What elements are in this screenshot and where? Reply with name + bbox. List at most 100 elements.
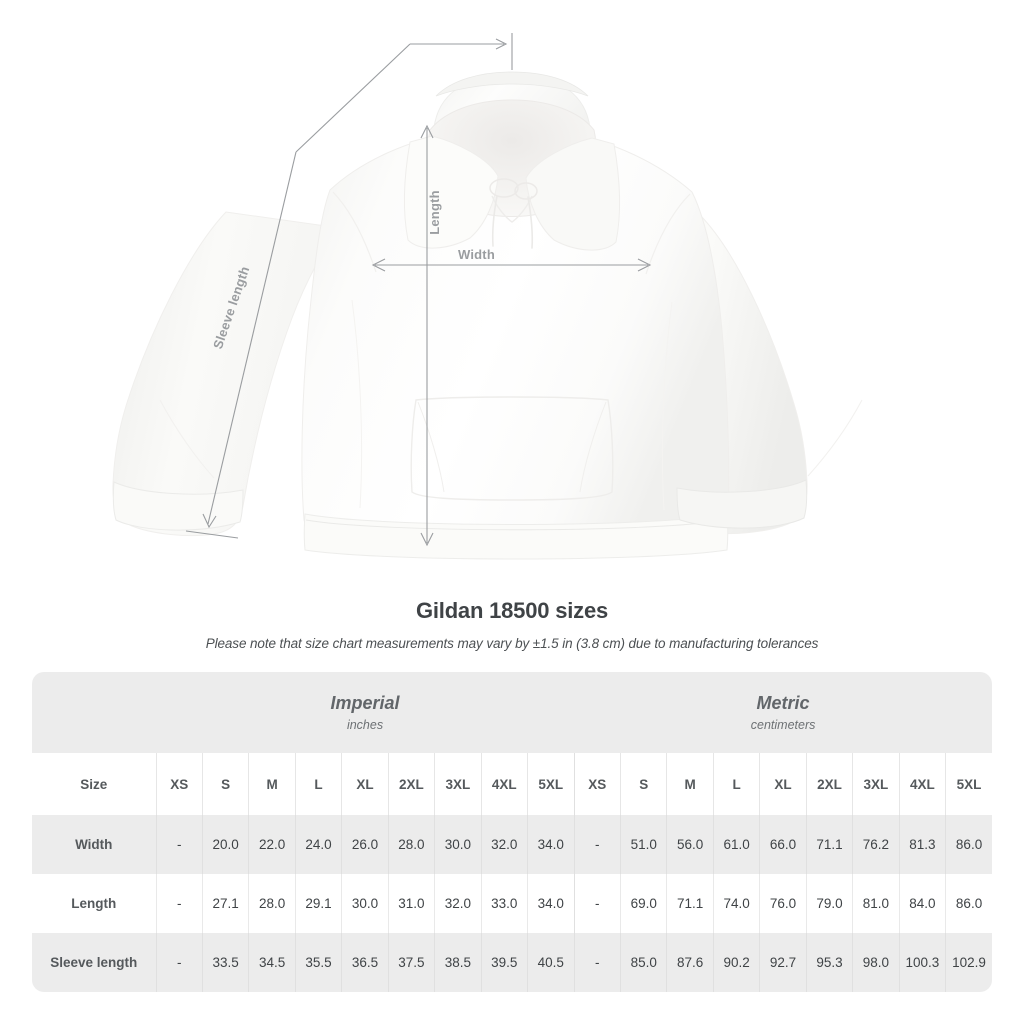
measurement-cell: 22.0 bbox=[248, 815, 296, 874]
hoodie-garment bbox=[112, 71, 863, 560]
size-column-header: XL bbox=[759, 753, 807, 815]
measurement-cell: 84.0 bbox=[898, 874, 946, 933]
size-column-header: S bbox=[619, 753, 667, 815]
unit-group-imperial: Imperial inches bbox=[156, 672, 575, 753]
measurement-cell: 34.5 bbox=[248, 933, 296, 992]
measurement-cell: 56.0 bbox=[666, 815, 714, 874]
unit-group-metric: Metric centimeters bbox=[574, 672, 993, 753]
measurement-cell: 81.0 bbox=[852, 874, 900, 933]
size-column-header: 2XL bbox=[805, 753, 853, 815]
measurement-cell: 40.5 bbox=[527, 933, 575, 992]
unit-group-subtitle: centimeters bbox=[750, 717, 816, 732]
measurement-cell: 71.1 bbox=[805, 815, 853, 874]
size-chart-table: Imperial inches Metric centimeters Size XS S M L… bbox=[32, 672, 993, 992]
measurement-cell: 24.0 bbox=[294, 815, 342, 874]
size-column-header: XS bbox=[573, 753, 621, 815]
measurement-cell: 76.2 bbox=[852, 815, 900, 874]
measurement-cell: 71.1 bbox=[666, 874, 714, 933]
measurement-cell: 69.0 bbox=[619, 874, 667, 933]
measurement-lines bbox=[185, 33, 652, 547]
measurement-cell: 100.3 bbox=[898, 933, 946, 992]
measurement-cell: 20.0 bbox=[201, 815, 249, 874]
length-measure bbox=[420, 124, 434, 547]
size-header-row: Size XS S M L XL 2XL 3XL 4XL 5XL XS S M L XL 2XL 3XL 4XL 5… bbox=[32, 753, 993, 815]
measurement-cell: 26.0 bbox=[341, 815, 389, 874]
measurement-cell: 51.0 bbox=[619, 815, 667, 874]
measurement-cell: 36.5 bbox=[341, 933, 389, 992]
measurement-cell: 87.6 bbox=[666, 933, 714, 992]
measurement-cell: 28.0 bbox=[387, 815, 435, 874]
size-column-header: S bbox=[201, 753, 249, 815]
measurement-cell: 32.0 bbox=[480, 815, 528, 874]
width-measure bbox=[371, 258, 652, 272]
size-column-header: M bbox=[248, 753, 296, 815]
size-chart-table-wrap: Imperial inches Metric centimeters Size XS S M L… bbox=[32, 672, 993, 992]
measurement-cell: - bbox=[573, 933, 621, 992]
size-column-header: 3XL bbox=[434, 753, 482, 815]
size-column-header: L bbox=[294, 753, 342, 815]
measurement-cell: 34.0 bbox=[527, 874, 575, 933]
size-column-header: 4XL bbox=[898, 753, 946, 815]
size-column-header: M bbox=[666, 753, 714, 815]
sleeve-length-measure bbox=[185, 33, 513, 539]
measurement-cell: 86.0 bbox=[945, 874, 993, 933]
size-column-header: 3XL bbox=[852, 753, 900, 815]
unit-band-spacer bbox=[32, 672, 156, 753]
measurement-cell: 79.0 bbox=[805, 874, 853, 933]
tolerance-note: Please note that size chart measurements… bbox=[205, 636, 819, 651]
chart-title-block: Gildan 18500 sizes Please note that size… bbox=[0, 598, 1024, 651]
measurement-cell: 92.7 bbox=[759, 933, 807, 992]
row-label: Sleeve length bbox=[32, 933, 156, 992]
measurement-cell: 30.0 bbox=[341, 874, 389, 933]
unit-group-subtitle: inches bbox=[346, 717, 384, 732]
measurement-cell: 61.0 bbox=[712, 815, 760, 874]
measurement-cell: - bbox=[155, 933, 203, 992]
measurement-cell: 85.0 bbox=[619, 933, 667, 992]
size-column-header: 5XL bbox=[945, 753, 993, 815]
measurement-cell: 95.3 bbox=[805, 933, 853, 992]
measurement-cell: 98.0 bbox=[852, 933, 900, 992]
page-title: Gildan 18500 sizes bbox=[415, 598, 609, 623]
table-row: Sleeve length -33.5 34.5 35.5 36.5 37.5 38.5 39… bbox=[32, 933, 993, 992]
size-column-header: 4XL bbox=[480, 753, 528, 815]
measurement-cell: 28.0 bbox=[248, 874, 296, 933]
measurement-cell: 35.5 bbox=[294, 933, 342, 992]
measurement-cell: 29.1 bbox=[294, 874, 342, 933]
unit-group-name: Metric bbox=[756, 693, 810, 714]
measurement-cell: 66.0 bbox=[759, 815, 807, 874]
measurement-cell: 33.5 bbox=[201, 933, 249, 992]
length-label: Length bbox=[426, 190, 442, 235]
measurement-cell: 37.5 bbox=[387, 933, 435, 992]
measurement-cell: 76.0 bbox=[759, 874, 807, 933]
row-label: Width bbox=[32, 815, 156, 874]
measurement-cell: 38.5 bbox=[434, 933, 482, 992]
table-row: Width -20.0 22.0 24.0 26.0 28.0 30.0 32.0 34.0-5… bbox=[32, 815, 993, 874]
hoodie-illustration: Sleeve length Length Width bbox=[112, 33, 863, 560]
measurement-cell: - bbox=[573, 874, 621, 933]
measurement-cell: 102.9 bbox=[945, 933, 993, 992]
hoodie-svg bbox=[112, 33, 863, 560]
measurement-cell: 81.3 bbox=[898, 815, 946, 874]
measurement-cell: 32.0 bbox=[434, 874, 482, 933]
size-header-label: Size bbox=[32, 753, 156, 815]
size-column-header: 5XL bbox=[527, 753, 575, 815]
measurement-cell: 31.0 bbox=[387, 874, 435, 933]
measurement-cell: - bbox=[155, 815, 203, 874]
table-row: Length -27.1 28.0 29.1 30.0 31.0 32.0 33.0 34.0-… bbox=[32, 874, 993, 933]
measurement-cell: 39.5 bbox=[480, 933, 528, 992]
size-column-header: XL bbox=[341, 753, 389, 815]
measurement-cell: - bbox=[573, 815, 621, 874]
measurement-cell: 90.2 bbox=[712, 933, 760, 992]
size-column-header: 2XL bbox=[387, 753, 435, 815]
measurement-cell: - bbox=[155, 874, 203, 933]
unit-group-name: Imperial bbox=[330, 693, 400, 714]
row-label: Length bbox=[32, 874, 156, 933]
measurement-cell: 33.0 bbox=[480, 874, 528, 933]
size-column-header: L bbox=[712, 753, 760, 815]
measurement-cell: 34.0 bbox=[527, 815, 575, 874]
measurement-cell: 74.0 bbox=[712, 874, 760, 933]
unit-band-row: Imperial inches Metric centimeters bbox=[32, 672, 993, 753]
measurement-cell: 86.0 bbox=[945, 815, 993, 874]
measurement-cell: 30.0 bbox=[434, 815, 482, 874]
measurement-cell: 27.1 bbox=[201, 874, 249, 933]
